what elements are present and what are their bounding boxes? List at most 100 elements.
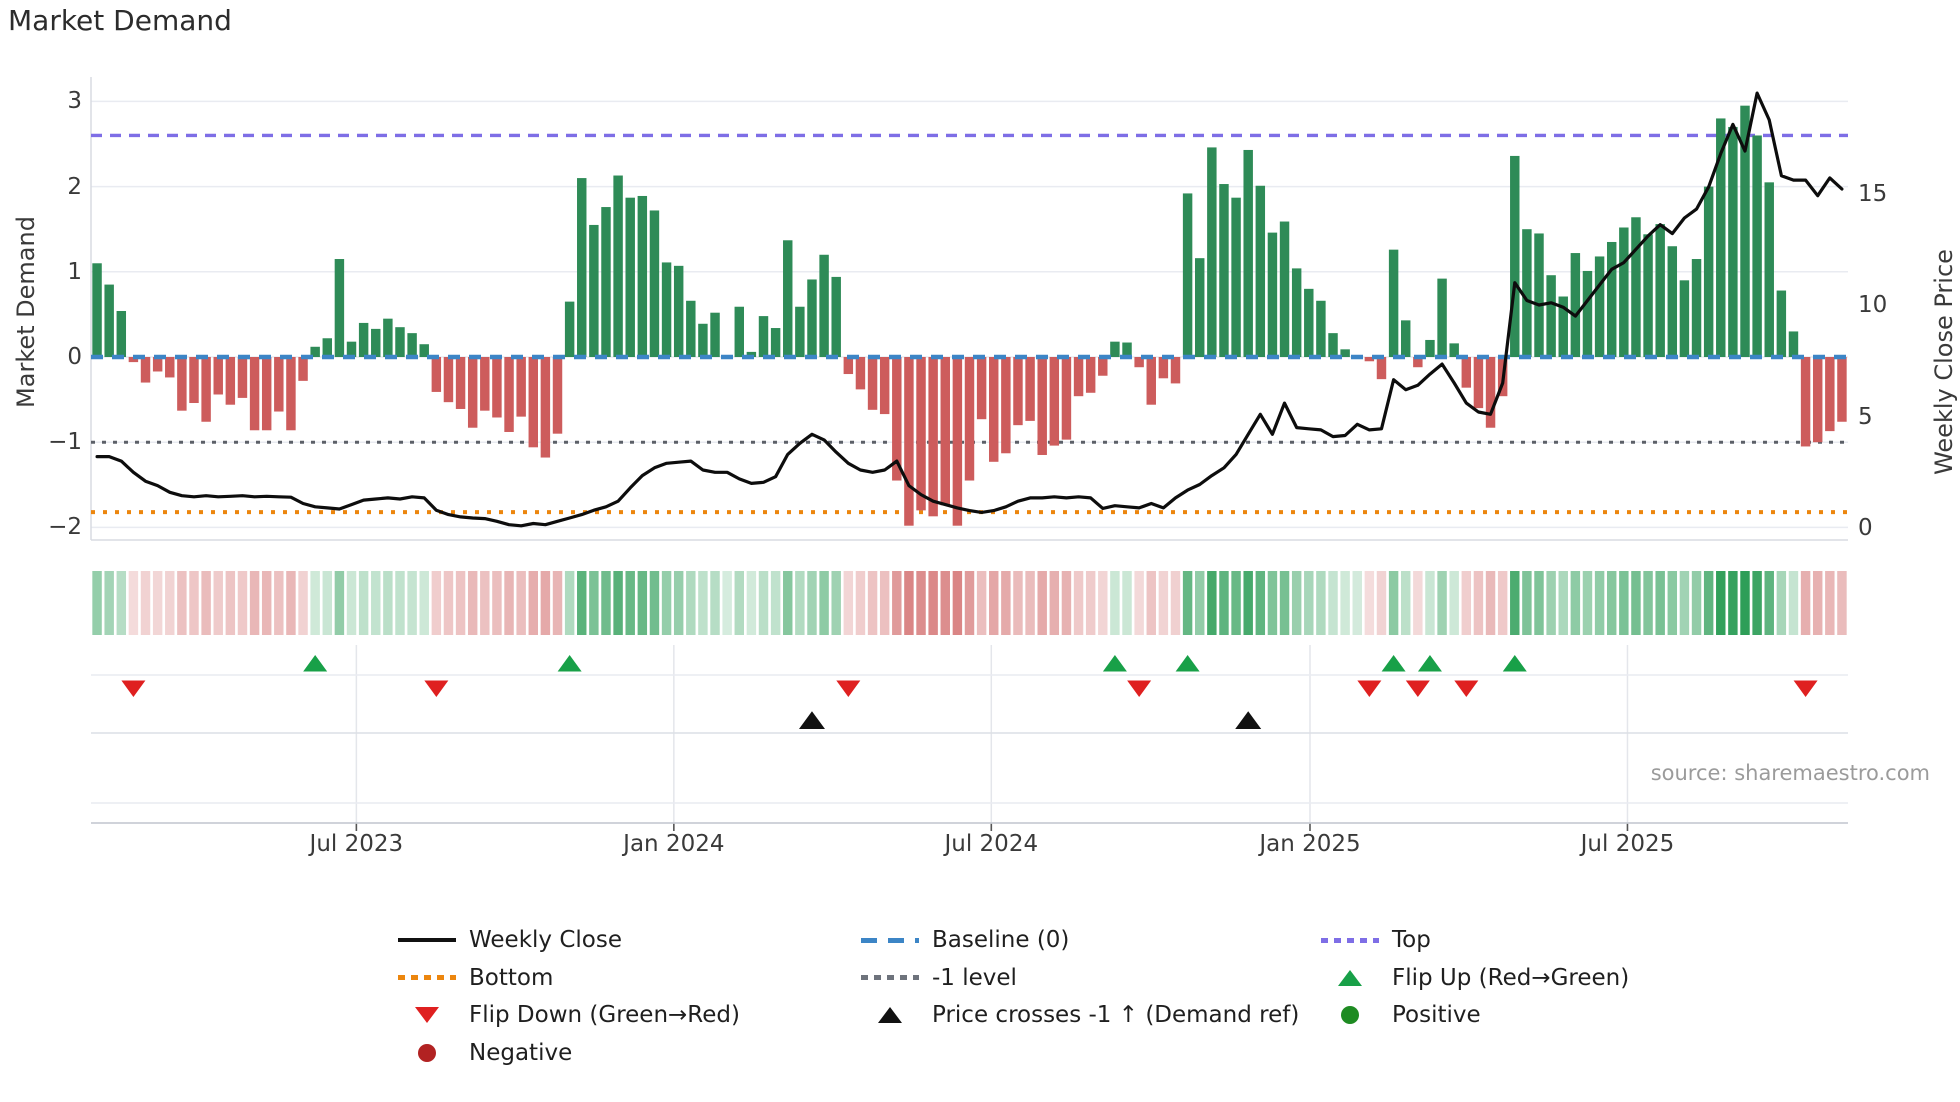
heatmap-week-cell xyxy=(1655,571,1665,635)
heatmap-week-cell xyxy=(346,571,357,635)
demand-bar-negative xyxy=(843,357,854,375)
demand-bar-positive xyxy=(1122,342,1132,357)
flip-down-marker xyxy=(836,680,861,697)
heatmap-week-cell xyxy=(1437,571,1447,635)
heatmap-week-cell xyxy=(431,571,442,635)
heatmap-week-cell xyxy=(613,571,623,635)
heatmap-week-cell xyxy=(1364,571,1375,635)
demand-bar-negative xyxy=(249,357,260,431)
demand-bar-negative xyxy=(189,357,199,404)
demand-bar-positive xyxy=(613,175,623,357)
demand-bar-negative xyxy=(286,357,296,431)
heatmap-week-cell xyxy=(1122,571,1132,635)
demand-bar-negative xyxy=(540,357,551,458)
heatmap-week-cell xyxy=(407,571,417,635)
heatmap-week-cell xyxy=(673,571,684,635)
demand-bar-negative xyxy=(504,357,514,432)
heatmap-week-cell xyxy=(552,571,563,635)
left-tick-label: 1 xyxy=(67,258,82,285)
demand-bar-negative xyxy=(1461,357,1472,388)
heatmap-week-cell xyxy=(1195,571,1205,635)
demand-bar-negative xyxy=(516,357,526,417)
flip-up-marker xyxy=(557,655,582,672)
demand-bar-positive xyxy=(1752,135,1762,357)
heatmap-week-cell xyxy=(1291,571,1302,635)
demand-bar-negative xyxy=(431,357,442,392)
demand-bar-positive xyxy=(407,333,417,357)
demand-bar-negative xyxy=(1049,357,1060,446)
demand-bar-positive xyxy=(1740,105,1750,357)
heatmap-week-cell xyxy=(1485,571,1496,635)
demand-bar-positive xyxy=(1316,300,1326,357)
left-tick-label: −1 xyxy=(48,429,82,456)
demand-bar-positive xyxy=(1788,331,1799,357)
demand-bar-negative xyxy=(480,357,490,411)
demand-bar-positive xyxy=(1764,182,1774,357)
demand-bar-positive xyxy=(673,265,684,357)
source-credit: source: sharemaestro.com xyxy=(1650,761,1930,785)
heatmap-week-cell xyxy=(589,571,599,635)
legend-item-label: Flip Up (Red→Green) xyxy=(1392,964,1630,991)
heatmap-week-cell xyxy=(1497,571,1508,635)
heatmap-week-cell xyxy=(734,571,744,635)
demand-bar-positive xyxy=(601,207,611,357)
demand-bar-positive xyxy=(104,284,114,357)
heatmap-week-cell xyxy=(1461,571,1472,635)
flip-down-marker xyxy=(121,680,146,697)
flip-down-marker xyxy=(1793,680,1818,697)
demand-bar-positive xyxy=(1400,320,1411,357)
demand-bar-positive xyxy=(310,346,320,357)
demand-bar-positive xyxy=(625,197,635,357)
demand-bar-negative xyxy=(1146,357,1156,405)
heatmap-week-cell xyxy=(843,571,854,635)
left-tick-label: 2 xyxy=(67,173,82,200)
demand-bar-negative xyxy=(552,357,563,434)
heatmap-week-cell xyxy=(831,571,841,635)
demand-bar-negative xyxy=(940,357,950,506)
heatmap-week-cell xyxy=(1825,571,1835,635)
heatmap-week-cell xyxy=(1522,571,1532,635)
demand-bar-negative xyxy=(879,357,890,415)
demand-bar-negative xyxy=(128,357,139,363)
left-tick-label: −2 xyxy=(48,514,82,541)
demand-bar-positive xyxy=(1291,268,1302,357)
demand-bar-positive xyxy=(1594,256,1605,357)
heatmap-week-cell xyxy=(92,571,102,635)
demand-bar-negative xyxy=(1800,357,1811,447)
demand-bar-positive xyxy=(1449,343,1459,357)
heatmap-week-cell xyxy=(1255,571,1266,635)
demand-bar-positive xyxy=(1195,258,1205,357)
demand-bar-positive xyxy=(1703,186,1714,357)
demand-bar-positive xyxy=(807,279,817,357)
demand-bar-negative xyxy=(1025,357,1035,421)
demand-bar-negative xyxy=(1001,357,1011,454)
heatmap-week-cell xyxy=(601,571,611,635)
demand-bar-positive xyxy=(1776,290,1787,357)
heatmap-week-cell xyxy=(661,571,672,635)
legend-triangle-up-icon xyxy=(878,1007,902,1024)
heatmap-week-cell xyxy=(1643,571,1653,635)
heatmap-week-cell xyxy=(1134,571,1144,635)
right-tick-label: 5 xyxy=(1858,403,1873,430)
heatmap-week-cell xyxy=(1631,571,1641,635)
demand-bar-negative xyxy=(964,357,975,481)
heatmap-week-cell xyxy=(795,571,805,635)
demand-bar-negative xyxy=(213,357,223,395)
x-tick-label: Jul 2025 xyxy=(1580,831,1675,857)
heatmap-week-cell xyxy=(722,571,732,635)
heatmap-week-cell xyxy=(116,571,127,635)
demand-bar-positive xyxy=(334,259,345,357)
demand-bar-positive xyxy=(1643,234,1653,357)
heatmap-week-cell xyxy=(1049,571,1060,635)
flip-up-marker xyxy=(1175,655,1200,672)
heatmap-week-cell xyxy=(1146,571,1156,635)
left-tick-label: 3 xyxy=(67,88,82,115)
demand-bar-positive xyxy=(661,262,672,357)
demand-bar-positive xyxy=(783,240,793,357)
x-tick-label: Jan 2024 xyxy=(623,831,725,857)
heatmap-week-cell xyxy=(1267,571,1278,635)
demand-bar-negative xyxy=(1837,357,1847,422)
demand-bar-positive xyxy=(1340,349,1350,357)
heatmap-week-cell xyxy=(1812,571,1823,635)
